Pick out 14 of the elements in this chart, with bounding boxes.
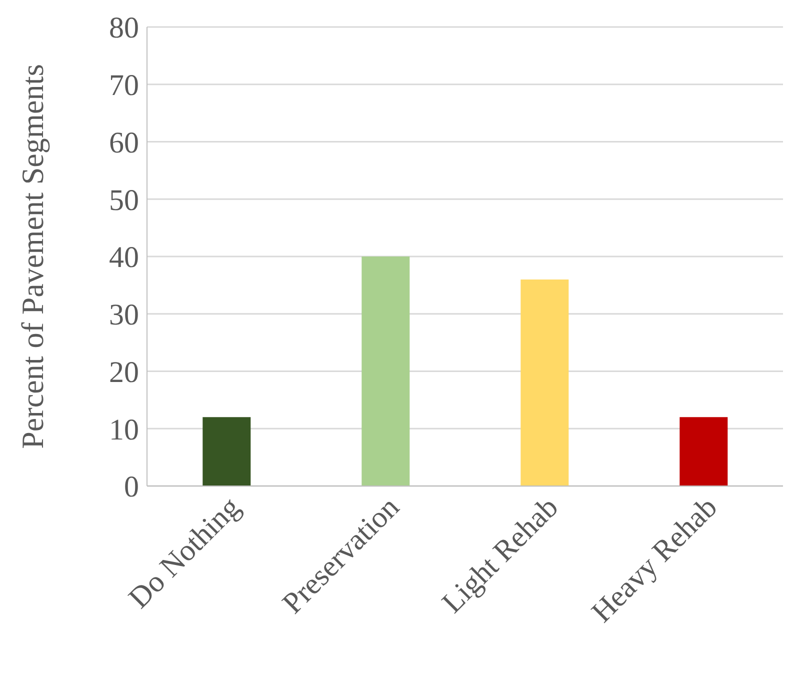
bar — [202, 417, 251, 486]
bar — [680, 417, 728, 486]
y-tick-label: 30 — [109, 298, 139, 332]
y-tick-label: 40 — [109, 241, 139, 274]
bar — [520, 279, 569, 486]
y-axis-title: Percent of Pavement Segments — [15, 64, 50, 449]
y-tick-label: 80 — [109, 12, 139, 45]
bar — [362, 256, 410, 486]
y-tick-label: 20 — [109, 356, 139, 389]
y-tick-label: 60 — [109, 126, 139, 160]
y-tick-label: 0 — [124, 470, 139, 504]
y-tick-label: 10 — [109, 413, 139, 446]
y-tick-label: 70 — [109, 69, 139, 102]
y-tick-label: 50 — [109, 184, 139, 217]
